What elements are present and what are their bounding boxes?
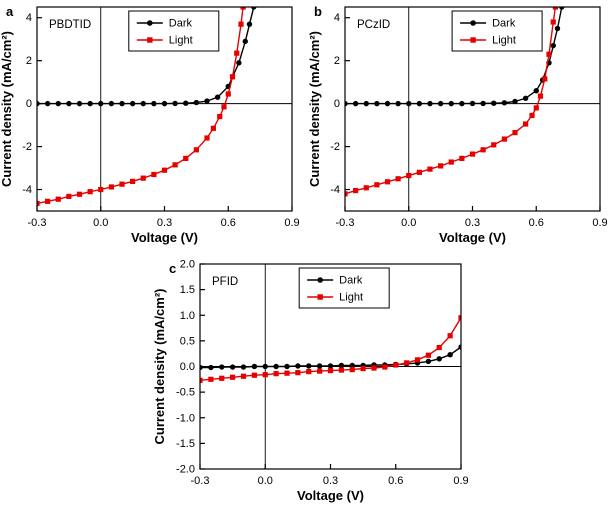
panel-b-chart: -0.3 0.0 0.3 0.6 0.9 -4 -2 0 2 4 Voltage (V) Curren…: [308, 0, 610, 252]
y-axis-title: Current density (mA/cm²): [152, 288, 167, 444]
legend-box: [298, 267, 390, 309]
series-light: [345, 7, 558, 197]
legend-label: Dark: [492, 18, 516, 30]
y-tick-label: 4: [334, 12, 340, 24]
panel-letter-c: c: [169, 261, 176, 276]
legend-dark-marker-icon: [147, 20, 153, 26]
x-tick-label: 0.0: [401, 217, 416, 229]
legend-label: Light: [339, 292, 363, 304]
y-tick-label: 0.5: [180, 335, 195, 347]
panel-letter-b: b: [314, 4, 322, 19]
legend-light-marker-icon: [470, 37, 476, 43]
legend: Dark Light: [451, 10, 543, 52]
x-tick-label: 0.0: [93, 217, 108, 229]
y-tick-label: 4: [26, 12, 32, 24]
y-axis: -4 -2 0 2 4: [22, 12, 42, 196]
y-tick-label: 1.5: [180, 284, 195, 296]
legend-dark-marker-icon: [470, 20, 476, 26]
legend-box: [451, 10, 543, 52]
panel-c-chart: -0.3 0.0 0.3 0.6 0.9 -2.0 -1.5 -1.0 -0.5 0.0 0.5 1.…: [150, 257, 472, 507]
x-tick-label: 0.3: [157, 217, 172, 229]
legend-label: Dark: [339, 275, 363, 287]
x-tick-label: -0.3: [191, 475, 210, 487]
panel-a-chart: -0.3 0.0 0.3 0.6 0.9 -4 -2 0 2 4 Voltage (V) Curren…: [0, 0, 302, 252]
series-light: [200, 315, 461, 383]
y-tick-label: -0.5: [176, 387, 195, 399]
y-tick-label: 2.0: [180, 259, 195, 271]
y-axis-title: Current density (mA/cm²): [308, 31, 322, 187]
x-axis-title: Voltage (V): [297, 488, 364, 503]
legend-dark-marker-icon: [317, 277, 323, 283]
legend-light-marker-icon: [147, 37, 153, 43]
y-tick-label: -4: [22, 184, 32, 196]
x-tick-label: 0.6: [388, 475, 403, 487]
series-dark: [37, 7, 257, 107]
y-tick-label: 2: [334, 55, 340, 67]
y-tick-label: -2: [330, 141, 340, 153]
chart-b-svg: -0.3 0.0 0.3 0.6 0.9 -4 -2 0 2 4 Voltage (V) Curren…: [308, 4, 608, 245]
panel-letter-a: a: [6, 4, 14, 19]
legend: Dark Light: [128, 10, 220, 52]
x-axis: -0.3 0.0 0.3 0.6 0.9: [28, 206, 300, 229]
x-axis: -0.3 0.0 0.3 0.6 0.9: [191, 464, 469, 487]
y-tick-label: -1.5: [176, 438, 195, 450]
x-tick-label: 0.6: [529, 217, 544, 229]
legend: Dark Light: [298, 267, 390, 309]
legend-light-marker-icon: [317, 294, 323, 300]
legend-label: Light: [492, 35, 516, 47]
x-tick-label: 0.9: [284, 217, 299, 229]
y-tick-label: 0: [26, 98, 32, 110]
legend-label: Dark: [169, 18, 193, 30]
x-tick-label: 0.9: [453, 475, 468, 487]
material-label: PFID: [212, 276, 238, 288]
y-tick-label: 1.0: [180, 310, 195, 322]
legend-box: [128, 10, 220, 52]
x-tick-label: 0.9: [592, 217, 607, 229]
x-tick-label: -0.3: [28, 217, 47, 229]
series-light: [37, 7, 246, 207]
y-tick-label: -4: [330, 184, 340, 196]
y-axis: -2.0 -1.5 -1.0 -0.5 0.0 0.5 1.0 1.5 2.0: [176, 259, 205, 476]
y-tick-label: 0: [334, 98, 340, 110]
chart-c-svg: -0.3 0.0 0.3 0.6 0.9 -2.0 -1.5 -1.0 -0.5 0.0 0.5 1.…: [152, 259, 469, 504]
y-tick-label: 2: [26, 55, 32, 67]
x-axis-title: Voltage (V): [439, 230, 506, 245]
y-tick-label: -1.0: [176, 412, 195, 424]
x-tick-label: -0.3: [336, 217, 355, 229]
x-tick-label: 0.0: [258, 475, 273, 487]
y-axis-title: Current density (mA/cm²): [0, 31, 14, 187]
y-tick-label: -2: [22, 141, 32, 153]
x-axis-title: Voltage (V): [131, 230, 198, 245]
x-axis: -0.3 0.0 0.3 0.6 0.9: [336, 206, 608, 229]
legend-label: Light: [169, 35, 193, 47]
material-label: PBDTID: [49, 19, 91, 31]
x-tick-label: 0.6: [221, 217, 236, 229]
y-tick-label: 0.0: [180, 361, 195, 373]
x-tick-label: 0.3: [465, 217, 480, 229]
material-label: PCzID: [357, 19, 390, 31]
y-tick-label: -2.0: [176, 464, 195, 476]
x-tick-label: 0.3: [323, 475, 338, 487]
chart-a-svg: -0.3 0.0 0.3 0.6 0.9 -4 -2 0 2 4 Voltage (V) Curren…: [0, 4, 300, 245]
y-axis: -4 -2 0 2 4: [330, 12, 350, 196]
